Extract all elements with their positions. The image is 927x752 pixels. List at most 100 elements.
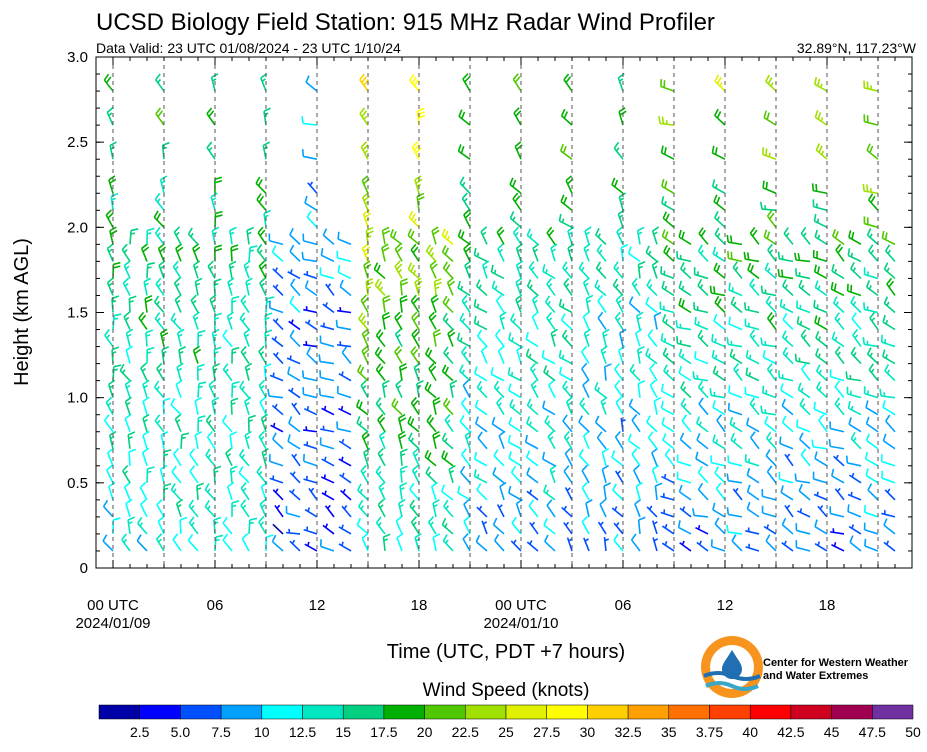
barb-staff <box>696 459 708 466</box>
barb-staff <box>695 274 708 278</box>
barb-staff <box>712 341 725 346</box>
wind-barb <box>104 74 113 91</box>
barb-half-flag <box>598 234 600 238</box>
barb-full-flag <box>475 469 476 476</box>
barb-half-flag <box>871 250 873 253</box>
barb-full-flag <box>492 265 493 272</box>
wind-barb <box>661 266 674 278</box>
barb-full-flag <box>361 316 365 322</box>
wind-barb <box>712 334 725 346</box>
wind-barb <box>175 414 181 431</box>
barb-half-flag <box>276 284 278 288</box>
barb-staff <box>161 469 164 483</box>
barb-full-flag <box>753 230 757 236</box>
barb-staff <box>339 459 351 466</box>
barb-full-flag <box>597 432 601 438</box>
barb-half-flag <box>771 83 773 87</box>
wind-barb <box>681 398 691 414</box>
barb-staff <box>189 506 198 517</box>
wind-barb <box>599 522 606 534</box>
barb-full-flag <box>417 194 424 197</box>
wind-barb <box>458 281 470 295</box>
wind-barb <box>864 114 878 125</box>
barb-full-flag <box>302 116 303 123</box>
barb-full-flag <box>397 349 402 354</box>
wind-barb <box>650 380 657 397</box>
barb-half-flag <box>530 422 532 426</box>
barb-half-flag <box>566 437 569 440</box>
wind-barb <box>159 244 166 261</box>
wind-barb <box>695 525 708 534</box>
wind-barb <box>323 229 334 245</box>
barb-full-flag <box>195 278 202 281</box>
wind-barb <box>600 499 606 516</box>
wind-barb <box>171 313 181 329</box>
wind-barb <box>104 500 113 517</box>
wind-barb <box>747 350 759 363</box>
barb-half-flag <box>342 473 343 477</box>
barb-half-flag <box>546 269 547 273</box>
barb-staff <box>814 494 827 499</box>
wind-barb <box>831 542 844 551</box>
wind-barb <box>249 246 257 261</box>
barb-half-flag <box>275 336 277 340</box>
barb-staff <box>762 345 776 347</box>
barb-staff <box>338 409 351 415</box>
barb-staff <box>231 469 232 483</box>
wind-barb <box>231 245 238 261</box>
barb-full-flag <box>379 332 383 338</box>
barb-full-flag <box>223 330 227 336</box>
barb-full-flag <box>762 286 763 293</box>
barb-full-flag <box>582 363 587 368</box>
wind-barb <box>443 365 453 381</box>
barb-full-flag <box>262 414 268 418</box>
barb-full-flag <box>697 433 700 440</box>
barb-staff <box>108 453 113 466</box>
wind-barb <box>510 178 521 193</box>
barb-full-flag <box>515 77 520 82</box>
barb-full-flag <box>783 279 786 285</box>
barb-staff <box>260 402 266 415</box>
barb-full-flag <box>782 399 785 406</box>
barb-full-flag <box>727 337 728 344</box>
barb-full-flag <box>212 227 218 230</box>
wind-barb <box>289 489 300 500</box>
barb-half-flag <box>717 217 719 221</box>
colorbar-label: 30 <box>580 724 596 740</box>
barb-staff <box>694 379 708 381</box>
barb-half-flag <box>177 420 180 423</box>
wind-barb <box>429 363 436 380</box>
barb-staff <box>326 284 334 295</box>
wind-barb <box>527 399 538 415</box>
wind-barb <box>616 295 623 312</box>
barb-full-flag <box>107 244 113 249</box>
wind-barb <box>818 506 827 517</box>
wind-barb <box>125 414 131 431</box>
barb-staff <box>171 405 181 415</box>
wind-barb <box>143 397 149 414</box>
barb-full-flag <box>463 74 468 79</box>
barb-staff <box>746 375 759 381</box>
barb-staff <box>865 530 878 534</box>
wind-barb <box>863 337 878 347</box>
barb-half-flag <box>192 522 195 525</box>
barb-full-flag <box>629 246 631 253</box>
wind-barb <box>646 297 657 312</box>
wind-barb <box>564 432 572 449</box>
barb-full-flag <box>256 177 260 183</box>
barb-full-flag <box>240 381 244 387</box>
wind-barb <box>415 534 421 551</box>
wind-barb <box>272 404 283 415</box>
barb-full-flag <box>257 194 261 200</box>
barb-full-flag <box>391 229 393 236</box>
barb-staff <box>474 306 487 312</box>
wind-barb <box>851 262 861 278</box>
wind-barb <box>426 348 436 364</box>
barb-staff <box>190 454 198 465</box>
barb-staff <box>288 390 300 398</box>
barb-full-flag <box>226 448 231 453</box>
wind-barb <box>559 214 572 227</box>
barb-staff <box>223 540 232 551</box>
barb-half-flag <box>598 387 600 391</box>
barb-half-flag <box>124 539 127 542</box>
